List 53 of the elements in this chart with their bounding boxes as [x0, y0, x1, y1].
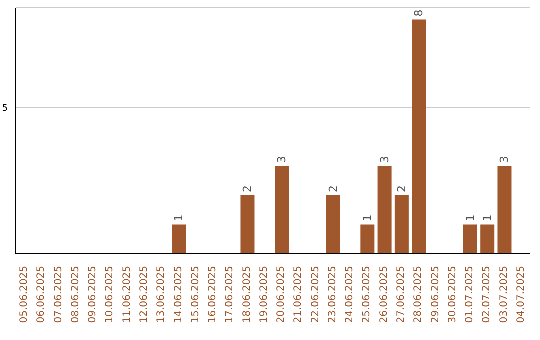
x-tick-label: 05.06.2025	[19, 266, 30, 324]
data-label: 1	[481, 214, 494, 222]
bar	[480, 224, 495, 254]
x-tick-label: 07.06.2025	[53, 266, 64, 324]
x-tick-label: 24.06.2025	[344, 266, 356, 324]
x-tick-label: 25.06.2025	[362, 266, 373, 324]
x-tick-label: 19.06.2025	[258, 266, 270, 324]
bar	[172, 224, 186, 254]
bar	[275, 166, 289, 254]
x-tick-label: 08.06.2025	[70, 266, 82, 324]
x-tick-label: 06.06.2025	[36, 266, 48, 324]
x-tick-label: 11.06.2025	[122, 266, 133, 324]
bar	[326, 195, 340, 254]
x-tick-label: 13.06.2025	[156, 266, 168, 324]
x-tick-label: 22.06.2025	[310, 266, 322, 324]
data-label: 2	[241, 185, 254, 192]
x-tick-label: 15.06.2025	[190, 266, 202, 324]
x-tick-label: 14.06.2025	[173, 266, 184, 324]
data-label: 2	[326, 185, 340, 192]
x-tick-label: 01.07.2025	[464, 266, 476, 324]
x-tick-label: 20.06.2025	[276, 266, 288, 324]
data-label: 2	[395, 185, 408, 192]
x-tick-label: 21.06.2025	[293, 266, 304, 324]
x-tick-label: 02.07.2025	[482, 266, 493, 324]
x-tick-label: 28.06.2025	[413, 266, 424, 324]
data-label: 3	[276, 156, 288, 164]
x-tick-label: 04.07.2025	[516, 266, 527, 324]
data-label: 3	[498, 156, 512, 164]
x-tick-label: 29.06.2025	[430, 266, 442, 324]
bar	[378, 166, 392, 254]
x-tick-label: 26.06.2025	[378, 266, 390, 324]
data-label: 8	[412, 10, 426, 17]
x-tick-label: 30.06.2025	[447, 266, 458, 324]
x-tick-label: 23.06.2025	[327, 266, 338, 324]
bar	[498, 166, 512, 254]
data-label: 1	[172, 214, 186, 222]
x-tick-label: 10.06.2025	[104, 266, 116, 324]
data-label: 3	[378, 156, 392, 164]
x-tick-label: 16.06.2025	[208, 266, 219, 324]
data-label: 1	[464, 214, 477, 222]
x-tick-label: 17.06.2025	[224, 266, 236, 324]
y-tick-label: 5	[2, 104, 8, 114]
x-tick-label: 27.06.2025	[396, 266, 407, 324]
data-label: 1	[361, 214, 374, 222]
bar	[360, 224, 375, 254]
x-tick-label: 18.06.2025	[242, 266, 253, 324]
bar	[394, 195, 409, 254]
x-tick-label: 12.06.2025	[139, 266, 150, 324]
bar	[463, 224, 478, 254]
bar	[240, 195, 255, 254]
bar	[412, 20, 426, 254]
x-tick-label: 09.06.2025	[88, 266, 99, 324]
x-tick-label: 03.07.2025	[498, 266, 510, 324]
